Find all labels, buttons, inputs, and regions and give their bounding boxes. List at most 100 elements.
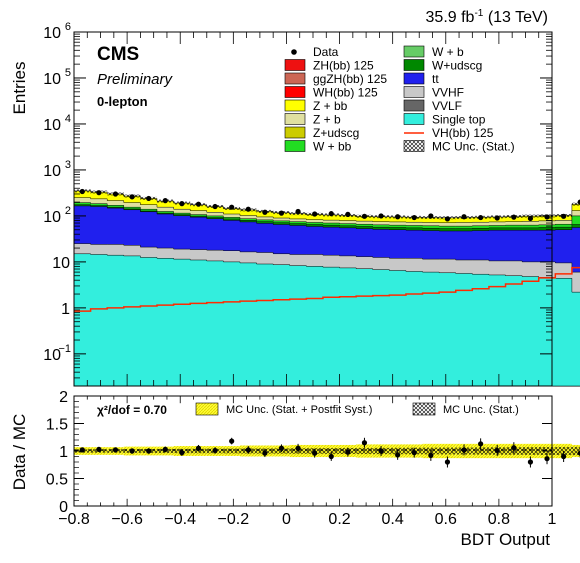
legend-vvlf-box xyxy=(403,99,425,112)
data-point xyxy=(411,214,417,221)
data-point xyxy=(395,214,401,220)
data-point xyxy=(96,190,102,196)
data-point xyxy=(478,214,484,221)
ratio-stat-band xyxy=(571,446,580,456)
chi2-label: χ²/dof = 0.70 xyxy=(97,403,167,417)
legend-tt: tt xyxy=(432,72,439,86)
ratio-point xyxy=(112,447,119,453)
data-point xyxy=(245,206,251,212)
ratio-point xyxy=(478,441,484,447)
ratio-point xyxy=(544,456,550,462)
legend-mc-unc-stat--box xyxy=(403,140,425,152)
data-point xyxy=(544,214,550,220)
legend-vvhf: VVHF xyxy=(432,86,464,100)
data-point xyxy=(212,203,218,210)
ratio-point xyxy=(245,447,251,453)
ratio-y-label: Data / MC xyxy=(10,414,29,491)
ratio-point xyxy=(212,447,218,454)
ratio-point xyxy=(129,448,135,454)
data-point xyxy=(229,204,235,210)
x-tick-label: 0 xyxy=(282,511,291,528)
legend-wh-bb-125-box xyxy=(284,86,306,98)
ratio-point xyxy=(361,440,368,446)
ratio-legend-yellow-label: MC Unc. (Stat. + Postfit Syst.) xyxy=(226,404,372,416)
ratio-point xyxy=(345,449,351,455)
ratio-stat-band xyxy=(356,447,373,455)
x-tick-label: −0.6 xyxy=(111,511,143,528)
legend-ggzh-bb-125: ggZH(bb) 125 xyxy=(313,72,387,86)
data-point xyxy=(428,213,434,219)
ratio-point xyxy=(577,450,580,456)
ratio-stat-band xyxy=(522,447,539,455)
ratio-point xyxy=(146,448,152,454)
x-tick-label: −0.8 xyxy=(58,511,90,528)
signal-vh-line xyxy=(74,266,580,312)
data-point xyxy=(345,211,351,217)
legend-w-udscg: W+udscg xyxy=(432,59,482,73)
ratio-point xyxy=(262,450,268,456)
ratio-point xyxy=(561,453,567,460)
ratio-point xyxy=(428,452,434,458)
legend-z-udscg: Z+udscg xyxy=(313,126,359,140)
ratio-y-tick-label: 2 xyxy=(59,389,68,406)
y-tick-label: 10 xyxy=(43,163,61,180)
y-tick-exponent: 4 xyxy=(65,113,71,125)
x-tick-label: 1 xyxy=(548,511,557,528)
stack-single-top xyxy=(73,253,580,387)
x-tick-label: 0.4 xyxy=(382,511,404,528)
ratio-legend: MC Unc. (Stat. + Postfit Syst.) MC Unc. (… xyxy=(195,402,519,416)
cms-label: CMS xyxy=(97,44,139,65)
legend-z-bb-box xyxy=(284,99,306,112)
ratio-y-axis: 0 0.5 1 1.5 2 xyxy=(46,389,552,516)
legend-z-b: Z + b xyxy=(313,113,341,127)
x-tick-label: 0.6 xyxy=(435,511,457,528)
data-point xyxy=(527,215,534,222)
ratio-stat-band xyxy=(472,447,489,455)
data-point xyxy=(577,199,580,205)
ratio-point xyxy=(444,459,451,465)
ratio-point xyxy=(411,450,417,456)
x-tick-label: 0.8 xyxy=(488,511,510,528)
ratio-point xyxy=(295,445,301,451)
y-tick-exponent: 3 xyxy=(65,159,71,171)
lumi-label: 35.9 fb-1 (13 TeV) xyxy=(426,8,548,26)
y-tick-label: 10 xyxy=(43,25,61,42)
legend-w-b: W + b xyxy=(432,45,464,59)
data-point xyxy=(511,214,517,220)
ratio-point xyxy=(229,438,235,444)
main-x-ticks xyxy=(73,32,553,386)
legend-single-top-box xyxy=(403,113,425,125)
legend-vh-bb-125: VH(bb) 125 xyxy=(432,126,494,140)
legend-ggzh-bb-125-box xyxy=(284,72,306,85)
legend-w-udscg-box xyxy=(403,59,425,71)
ratio-y-tick-label: 1 xyxy=(59,444,68,461)
data-point xyxy=(444,216,451,222)
background-stack xyxy=(73,190,580,387)
legend-wh-bb-125: WH(bb) 125 xyxy=(313,86,378,100)
legend-w-bb: W + bb xyxy=(313,140,352,154)
y-tick-label: 10 xyxy=(43,209,61,226)
y-tick-exponent: 2 xyxy=(65,205,71,217)
y-tick-label: 10 xyxy=(43,117,61,134)
data-point xyxy=(146,195,152,202)
data-point xyxy=(129,194,135,200)
ratio-legend-yellow-box xyxy=(195,402,219,416)
ratio-point xyxy=(312,450,318,456)
data-point xyxy=(278,210,285,216)
x-tick-label: 0.2 xyxy=(328,511,350,528)
y-tick-exponent: −1 xyxy=(58,343,71,355)
legend-mc-unc-stat-: MC Unc. (Stat.) xyxy=(432,140,515,154)
ratio-point xyxy=(461,447,467,453)
data-point xyxy=(79,188,85,195)
legend-vvlf: VVLF xyxy=(432,99,462,113)
ratio-legend-hatch-box xyxy=(412,402,436,416)
data-point xyxy=(162,198,168,204)
legend-w-b-box xyxy=(403,45,425,58)
ratio-point xyxy=(79,447,85,453)
legend-vvhf-box xyxy=(403,86,425,98)
ratio-point xyxy=(278,445,285,451)
ratio-point xyxy=(179,450,185,456)
data-point xyxy=(112,191,119,197)
